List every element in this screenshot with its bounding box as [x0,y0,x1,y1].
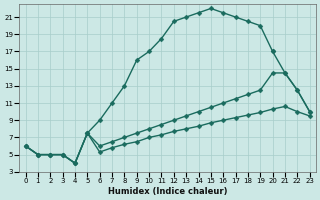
X-axis label: Humidex (Indice chaleur): Humidex (Indice chaleur) [108,187,228,196]
